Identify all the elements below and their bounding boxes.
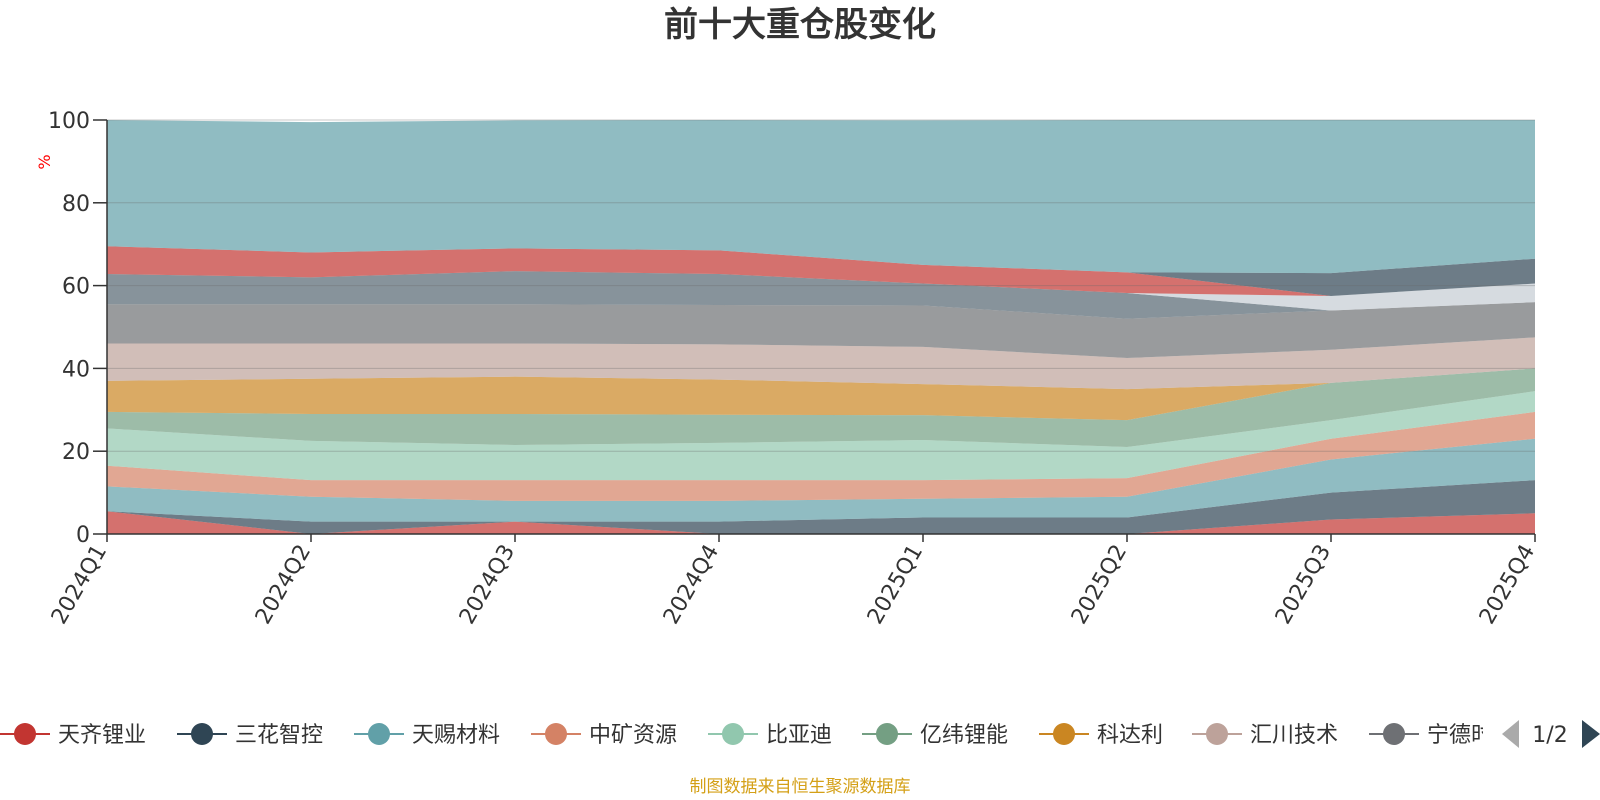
area-series-14: [107, 120, 1535, 274]
legend-item-4[interactable]: 中矿资源: [531, 723, 677, 748]
legend-item-5[interactable]: 比亚迪: [708, 723, 832, 748]
legend-item-3[interactable]: 天赐材料: [354, 723, 500, 748]
legend-label: 科达利: [1097, 723, 1163, 748]
x-tick-label-4: 2025Q1: [863, 541, 928, 629]
area-series-3: [107, 438, 1535, 522]
legend-label: 亿纬锂能: [920, 723, 1008, 748]
x-tick-label-7: 2025Q4: [1475, 541, 1540, 629]
legend-item-6[interactable]: 亿纬锂能: [862, 723, 1008, 748]
legend-swatch-dot: [876, 723, 898, 745]
legend-label: 宁德时代: [1427, 723, 1515, 748]
legend-item-9[interactable]: 宁德时代: [1369, 723, 1515, 748]
y-tick-label-4: 80: [62, 192, 90, 217]
legend-page-indicator: 1/2: [1532, 723, 1567, 748]
legend-item-7[interactable]: 科达利: [1039, 723, 1163, 748]
x-tick-label-6: 2025Q3: [1271, 541, 1336, 629]
legend: 天齐锂业 三花智控 天赐材料 中矿资源 比亚迪 亿纬锂能 科达利 汇川技术 宁德时代 1/2: [0, 720, 1600, 748]
area-layers: [107, 120, 1535, 534]
legend-swatch-dot: [1053, 723, 1075, 745]
legend-prev-arrow-icon[interactable]: [1502, 720, 1519, 748]
area-series-13: [107, 246, 1535, 296]
x-tick-label-5: 2025Q2: [1067, 541, 1132, 629]
legend-item-1[interactable]: 天齐锂业: [0, 723, 146, 748]
y-tick-label-2: 40: [62, 357, 90, 382]
area-series-4: [107, 411, 1535, 501]
area-series-9: [107, 302, 1535, 359]
source-note: 制图数据来自恒生聚源数据库: [690, 777, 911, 797]
area-series-12: [107, 246, 1535, 296]
legend-swatch-dot: [1383, 723, 1405, 745]
x-tick-label-2: 2024Q3: [455, 541, 520, 629]
legend-label: 汇川技术: [1250, 723, 1338, 748]
legend-item-2[interactable]: 三花智控: [177, 723, 323, 748]
gridlines: [107, 119, 1535, 452]
area-series-6: [107, 368, 1535, 448]
area-series-1: [107, 511, 1535, 534]
legend-swatch-dot: [191, 723, 213, 745]
x-tick-label-3: 2024Q4: [659, 541, 724, 629]
legend-label: 中矿资源: [589, 723, 677, 748]
area-series-2: [107, 480, 1535, 534]
legend-swatch-dot: [1206, 723, 1228, 745]
area-series-8: [107, 337, 1535, 390]
legend-label: 三花智控: [235, 723, 323, 748]
legend-next-arrow-icon[interactable]: [1582, 720, 1600, 748]
y-tick-label-0: 0: [76, 523, 90, 548]
y-axis-label: %: [35, 154, 54, 169]
x-tick-label-0: 2024Q1: [47, 541, 112, 629]
y-tick-label-1: 20: [62, 440, 90, 465]
area-series-5: [107, 391, 1535, 481]
legend-label: 比亚迪: [766, 723, 832, 748]
legend-swatch-dot: [14, 723, 36, 745]
y-tick-label-5: 100: [48, 109, 90, 134]
area-series-10: [107, 271, 1535, 319]
legend-swatch-dot: [722, 723, 744, 745]
legend-swatch-dot: [545, 723, 567, 745]
chart-title: 前十大重仓股变化: [664, 5, 936, 45]
legend-label: 天齐锂业: [58, 723, 146, 748]
area-series-7: [107, 368, 1535, 421]
legend-item-8[interactable]: 汇川技术: [1192, 723, 1338, 748]
area-series-11: [107, 271, 1535, 311]
legend-label: 天赐材料: [412, 723, 500, 748]
y-tick-label-3: 60: [62, 275, 90, 300]
x-tick-label-1: 2024Q2: [251, 541, 316, 629]
legend-swatch-dot: [368, 723, 390, 745]
